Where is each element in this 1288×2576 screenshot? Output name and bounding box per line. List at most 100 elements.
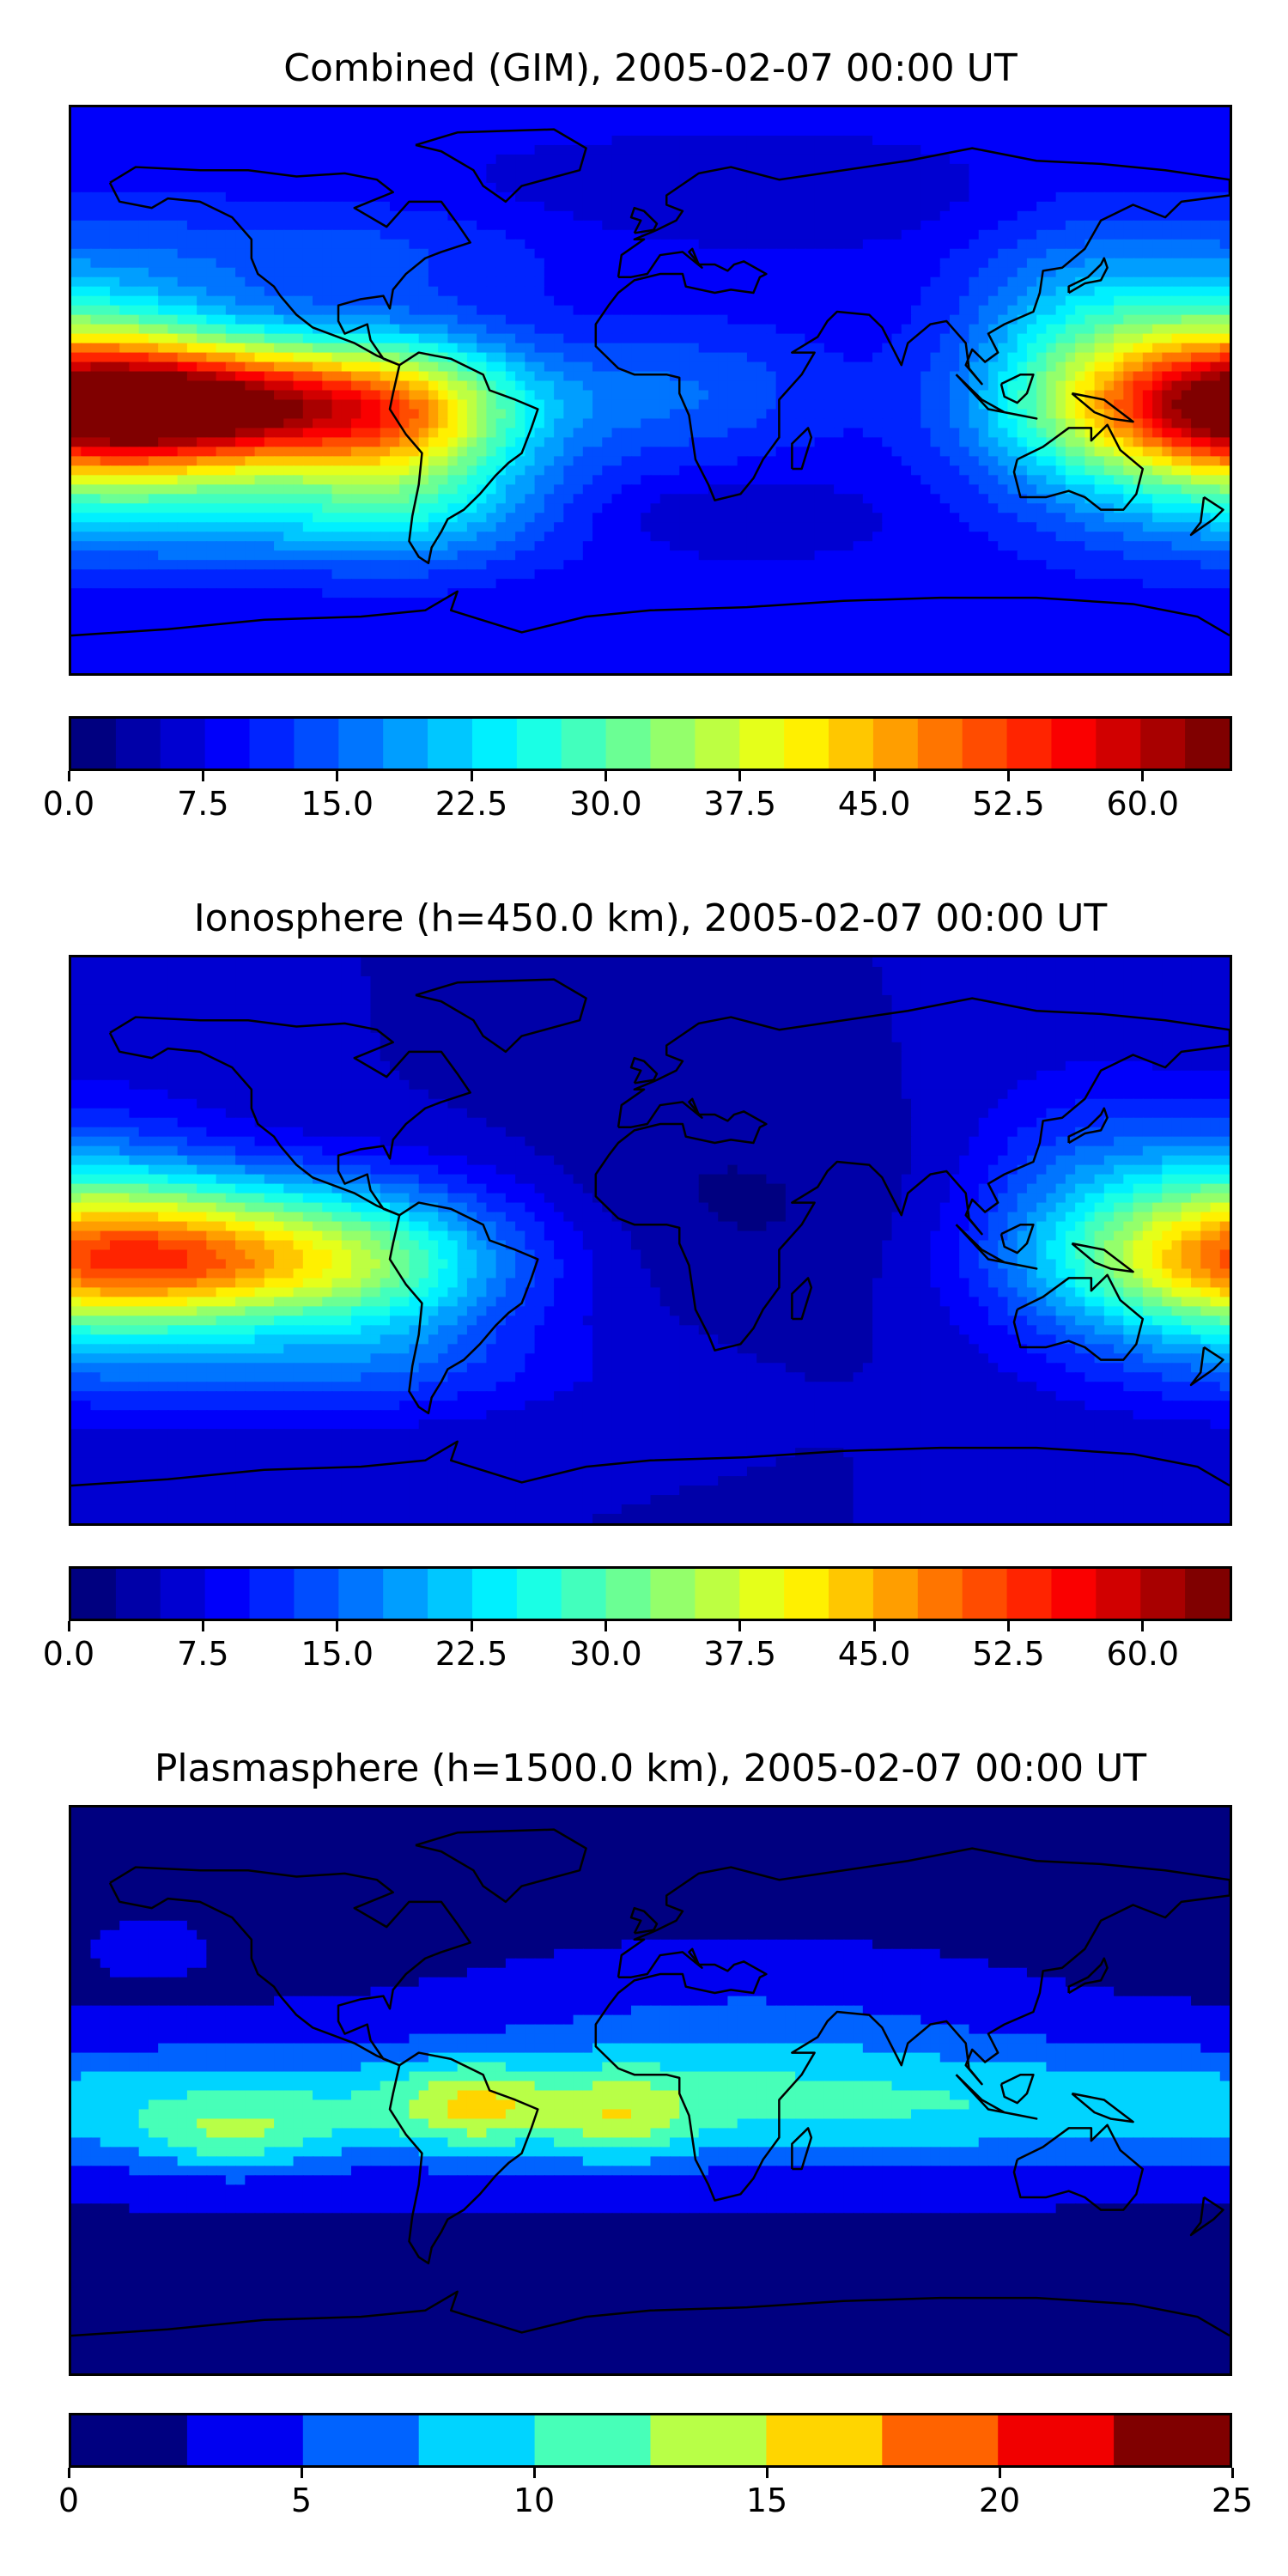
field-cell [882, 182, 893, 193]
field-cell [805, 210, 816, 222]
field-cell [1200, 418, 1212, 429]
field-cell [544, 286, 556, 297]
field-cell [631, 418, 642, 429]
field-cell [669, 286, 681, 297]
field-cell [1162, 371, 1173, 382]
field-cell [389, 107, 401, 118]
field-cell [370, 447, 381, 458]
field-cell [428, 305, 440, 316]
field-cell [302, 248, 314, 259]
field-cell [158, 182, 169, 193]
field-cell [891, 390, 902, 401]
field-cell [206, 267, 217, 278]
field-cell [1007, 295, 1018, 307]
field-cell [197, 399, 208, 410]
field-cell [727, 201, 738, 212]
field-cell [853, 456, 864, 467]
field-cell [477, 437, 488, 448]
field-cell [370, 494, 381, 505]
field-cell [1123, 333, 1134, 344]
field-cell [438, 314, 449, 325]
field-cell [477, 456, 488, 467]
field-cell [264, 173, 276, 184]
field-cell [254, 475, 265, 486]
field-cell [891, 163, 902, 174]
field-cell [592, 484, 604, 495]
field-cell [495, 343, 507, 354]
field-cell [361, 437, 372, 448]
field-cell [447, 191, 459, 203]
field-cell [853, 201, 864, 212]
field-cell [1007, 267, 1018, 278]
field-cell [438, 475, 449, 486]
field-cell [621, 399, 633, 410]
field-cell [245, 428, 256, 439]
field-cell [698, 343, 710, 354]
field-cell [862, 125, 874, 137]
field-cell [987, 437, 999, 448]
field-cell [100, 258, 112, 269]
field-cell [100, 210, 112, 222]
field-cell [322, 437, 333, 448]
field-cell [129, 437, 140, 448]
field-cell [901, 447, 913, 458]
field-cell [573, 248, 584, 259]
field-cell [1200, 163, 1212, 174]
field-cell [1007, 324, 1018, 335]
field-cell [1152, 182, 1163, 193]
field-cell [1075, 229, 1086, 240]
field-cell [718, 305, 729, 316]
field-cell [302, 144, 314, 156]
field-cell [457, 343, 469, 354]
field-cell [631, 314, 642, 325]
field-cell [264, 456, 276, 467]
field-cell [197, 258, 208, 269]
field-cell [862, 116, 874, 128]
field-cell [1210, 125, 1221, 137]
field-cell [206, 125, 217, 137]
field-cell [264, 447, 276, 458]
field-cell [466, 333, 478, 344]
field-cell [1094, 125, 1105, 137]
field-cell [862, 390, 874, 401]
field-cell [313, 201, 324, 212]
field-cell [689, 361, 700, 373]
field-cell [959, 248, 970, 259]
field-cell [361, 484, 372, 495]
field-cell [177, 484, 189, 495]
field-cell [264, 305, 276, 316]
field-cell [641, 305, 652, 316]
field-cell [939, 182, 951, 193]
field-cell [882, 286, 893, 297]
field-cell [495, 456, 507, 467]
field-cell [71, 116, 82, 128]
panel-1-title: Combined (GIM), 2005-02-07 00:00 UT [69, 46, 1232, 91]
field-cell [1026, 267, 1038, 278]
field-cell [930, 191, 941, 203]
field-cell [775, 409, 787, 420]
field-cell [225, 191, 237, 203]
field-cell [264, 267, 276, 278]
field-cell [708, 276, 720, 288]
field-cell [389, 343, 401, 354]
field-cell [505, 295, 517, 307]
field-cell [109, 295, 121, 307]
field-cell [1103, 437, 1115, 448]
field-cell [389, 484, 401, 495]
field-cell [466, 305, 478, 316]
field-cell [438, 371, 449, 382]
field-cell [148, 494, 160, 505]
field-cell [148, 437, 160, 448]
field-cell [119, 116, 131, 128]
field-cell [1026, 456, 1038, 467]
field-cell [659, 399, 671, 410]
field-cell [814, 343, 825, 354]
field-cell [554, 361, 565, 373]
field-cell [891, 447, 902, 458]
field-cell [766, 286, 777, 297]
field-cell [1026, 352, 1038, 363]
field-cell [1017, 324, 1029, 335]
field-cell [254, 258, 265, 269]
field-cell [1026, 286, 1038, 297]
field-cell [313, 475, 324, 486]
